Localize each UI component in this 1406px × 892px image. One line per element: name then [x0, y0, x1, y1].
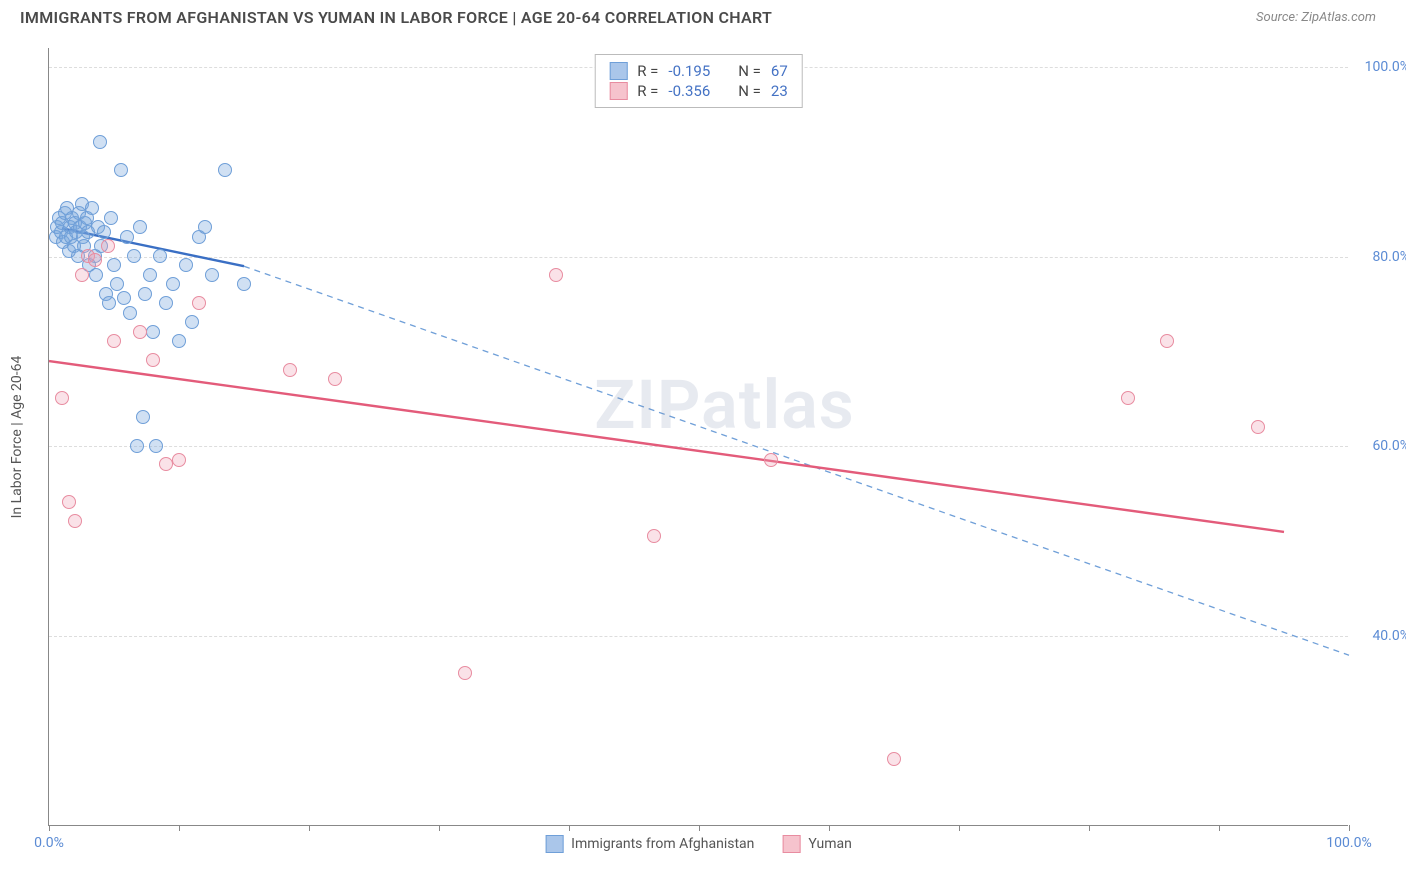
legend-item: Yuman: [782, 835, 851, 853]
scatter-point: [114, 163, 128, 177]
scatter-point: [159, 457, 173, 471]
scatter-point: [149, 439, 163, 453]
scatter-point: [120, 230, 134, 244]
legend-label: Yuman: [808, 836, 851, 852]
series-swatch-icon: [782, 835, 800, 853]
x-tick: [1219, 825, 1220, 831]
correlation-stats-box: R = -0.195 N = 67 R = -0.356 N = 23: [594, 54, 803, 108]
series-swatch-icon: [609, 62, 627, 80]
scatter-point: [89, 268, 103, 282]
scatter-point: [172, 453, 186, 467]
x-tick: [569, 825, 570, 831]
scatter-point: [1160, 334, 1174, 348]
scatter-point: [198, 220, 212, 234]
scatter-point: [192, 296, 206, 310]
scatter-point: [104, 211, 118, 225]
series-swatch-icon: [609, 82, 627, 100]
y-axis-label: In Labor Force | Age 20-64: [9, 355, 25, 518]
x-tick: [309, 825, 310, 831]
y-tick-label: 80.0%: [1372, 249, 1406, 265]
stats-row: R = -0.356 N = 23: [609, 81, 788, 101]
scatter-point: [62, 495, 76, 509]
stats-n-value: 23: [771, 82, 788, 100]
y-tick-label: 60.0%: [1372, 438, 1406, 454]
scatter-point: [107, 334, 121, 348]
x-tick: [1349, 825, 1350, 831]
scatter-point: [146, 325, 160, 339]
x-tick: [49, 825, 50, 831]
scatter-point: [110, 277, 124, 291]
stats-r-label: R =: [637, 82, 658, 100]
trend-lines-layer: [49, 48, 1348, 825]
scatter-point: [88, 253, 102, 267]
scatter-point: [647, 529, 661, 543]
scatter-point: [107, 258, 121, 272]
scatter-point: [117, 291, 131, 305]
scatter-point: [205, 268, 219, 282]
scatter-point: [123, 306, 137, 320]
legend-label: Immigrants from Afghanistan: [571, 836, 754, 852]
stats-n-value: 67: [771, 62, 788, 80]
x-tick: [699, 825, 700, 831]
x-tick-label: 0.0%: [34, 835, 64, 851]
scatter-point: [237, 277, 251, 291]
scatter-point: [133, 325, 147, 339]
x-axis-legend: Immigrants from Afghanistan Yuman: [545, 835, 852, 853]
scatter-point: [143, 268, 157, 282]
x-tick: [179, 825, 180, 831]
scatter-point: [102, 296, 116, 310]
source-attribution: Source: ZipAtlas.com: [1256, 10, 1376, 25]
trend-line: [244, 266, 1349, 655]
stats-r-value: -0.195: [668, 62, 710, 80]
scatter-point: [218, 163, 232, 177]
x-tick: [829, 825, 830, 831]
scatter-point: [283, 363, 297, 377]
stats-n-label: N =: [738, 82, 761, 100]
scatter-point: [97, 225, 111, 239]
scatter-point: [136, 410, 150, 424]
trend-line: [49, 361, 1284, 532]
scatter-point: [764, 453, 778, 467]
scatter-point: [166, 277, 180, 291]
x-tick: [1089, 825, 1090, 831]
x-tick: [959, 825, 960, 831]
scatter-point: [127, 249, 141, 263]
x-tick: [439, 825, 440, 831]
y-tick-label: 40.0%: [1372, 628, 1406, 644]
scatter-point: [130, 439, 144, 453]
scatter-point: [887, 752, 901, 766]
scatter-point: [153, 249, 167, 263]
scatter-point: [55, 391, 69, 405]
scatter-point: [159, 296, 173, 310]
scatter-point: [146, 353, 160, 367]
scatter-point: [93, 135, 107, 149]
stats-n-label: N =: [738, 62, 761, 80]
scatter-point: [75, 268, 89, 282]
scatter-point: [185, 315, 199, 329]
scatter-point: [458, 666, 472, 680]
scatter-point: [179, 258, 193, 272]
scatter-point: [101, 239, 115, 253]
scatter-point: [138, 287, 152, 301]
scatter-point: [328, 372, 342, 386]
stats-r-value: -0.356: [668, 82, 710, 100]
scatter-point: [68, 514, 82, 528]
scatter-point: [133, 220, 147, 234]
scatter-point: [1121, 391, 1135, 405]
scatter-point: [549, 268, 563, 282]
legend-item: Immigrants from Afghanistan: [545, 835, 754, 853]
chart-title: IMMIGRANTS FROM AFGHANISTAN VS YUMAN IN …: [20, 8, 772, 27]
x-tick-label: 100.0%: [1326, 835, 1371, 851]
scatter-point: [85, 201, 99, 215]
scatter-point: [1251, 420, 1265, 434]
stats-row: R = -0.195 N = 67: [609, 61, 788, 81]
series-swatch-icon: [545, 835, 563, 853]
chart-plot-area: In Labor Force | Age 20-64 40.0%60.0%80.…: [48, 48, 1348, 826]
stats-r-label: R =: [637, 62, 658, 80]
y-tick-label: 100.0%: [1365, 59, 1406, 75]
scatter-point: [172, 334, 186, 348]
